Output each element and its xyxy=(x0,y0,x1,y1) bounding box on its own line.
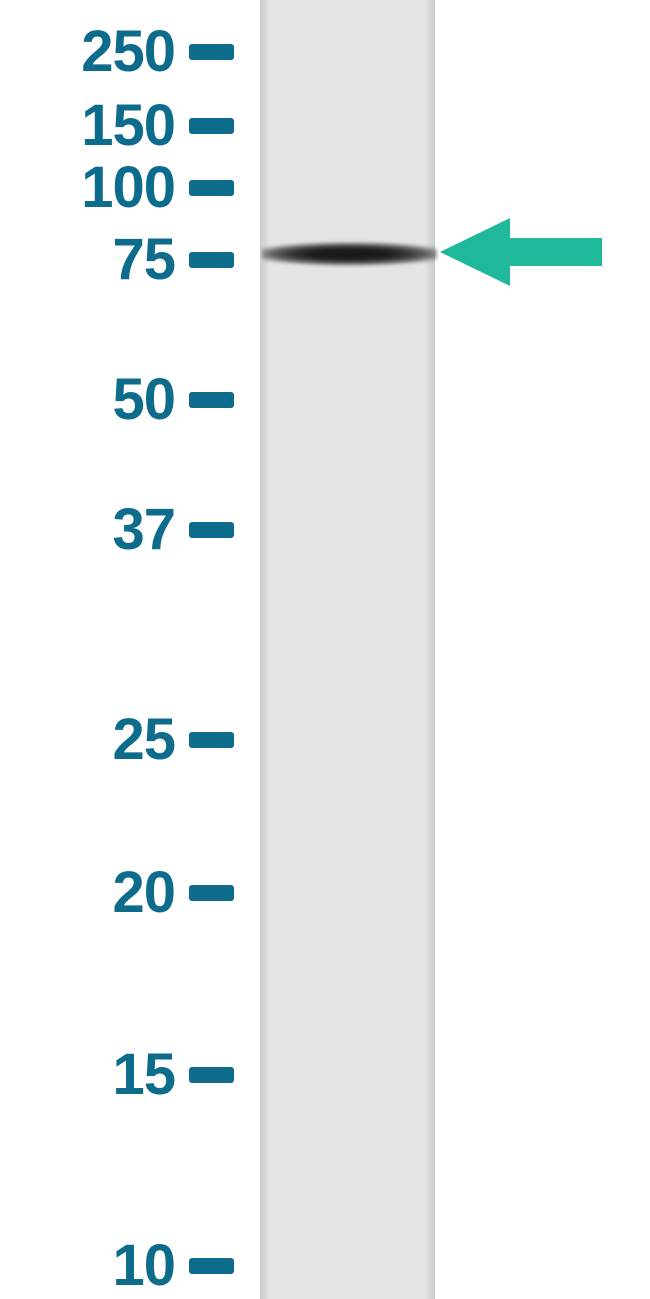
ladder-mark: 250 xyxy=(0,23,234,81)
ladder-tick xyxy=(189,732,234,748)
ladder-tick xyxy=(189,44,234,60)
ladder-mark: 15 xyxy=(0,1046,234,1104)
ladder-mark: 50 xyxy=(0,371,234,429)
ladder-tick xyxy=(189,392,234,408)
ladder-tick xyxy=(189,252,234,268)
ladder-mark: 20 xyxy=(0,864,234,922)
arrow-head-icon xyxy=(440,218,510,286)
gel-lane xyxy=(260,0,435,1299)
ladder-mark: 10 xyxy=(0,1237,234,1295)
ladder-label: 25 xyxy=(0,711,175,769)
ladder-mark: 37 xyxy=(0,501,234,559)
ladder-mark: 100 xyxy=(0,159,234,217)
ladder-label: 50 xyxy=(0,371,175,429)
ladder-mark: 150 xyxy=(0,97,234,155)
ladder-label: 75 xyxy=(0,231,175,289)
ladder-tick xyxy=(189,885,234,901)
ladder-label: 250 xyxy=(0,23,175,81)
arrow-shaft xyxy=(510,238,602,266)
ladder-label: 10 xyxy=(0,1237,175,1295)
ladder-label: 37 xyxy=(0,501,175,559)
ladder-tick xyxy=(189,180,234,196)
ladder-mark: 25 xyxy=(0,711,234,769)
ladder-mark: 75 xyxy=(0,231,234,289)
ladder-label: 20 xyxy=(0,864,175,922)
ladder-tick xyxy=(189,118,234,134)
ladder-tick xyxy=(189,1258,234,1274)
western-blot-figure: 250 150100 75 50 37 25 20 15 10 xyxy=(0,0,650,1299)
ladder-label: 100 xyxy=(0,159,175,217)
band-indicator-arrow xyxy=(440,218,602,286)
ladder-label: 15 xyxy=(0,1046,175,1104)
ladder-tick xyxy=(189,522,234,538)
ladder-label: 150 xyxy=(0,97,175,155)
ladder-tick xyxy=(189,1067,234,1083)
protein-band xyxy=(262,240,437,268)
